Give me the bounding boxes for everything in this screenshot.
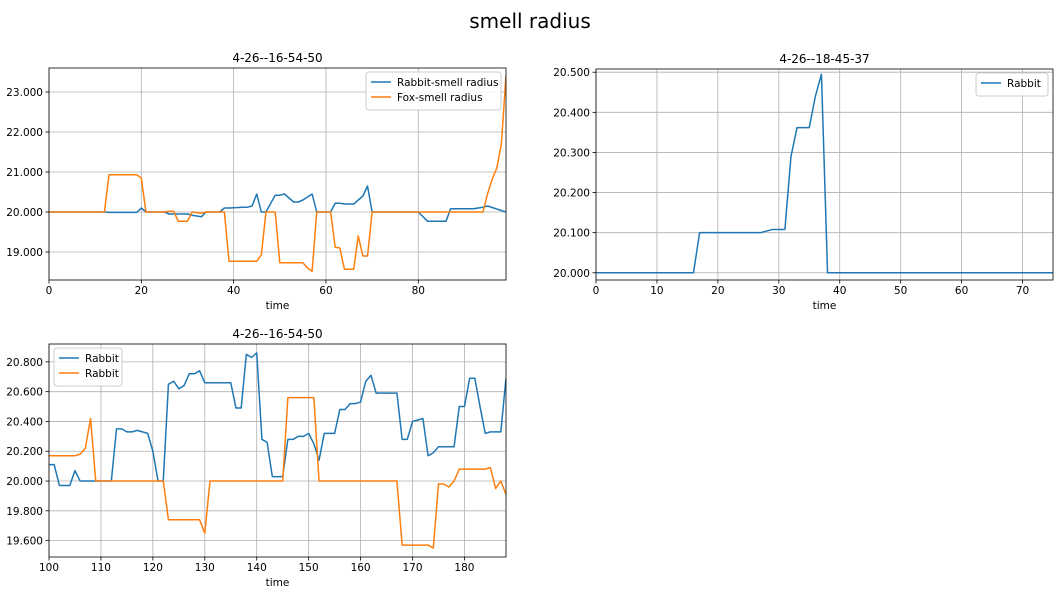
subplot-title: 4-26--16-54-50 — [232, 51, 322, 65]
x-tick-label: 70 — [1016, 285, 1029, 297]
series-line-2 — [49, 75, 506, 272]
x-tick-label: 150 — [299, 562, 319, 574]
legend-label: Rabbit — [1007, 78, 1041, 90]
legend-label: Fox-smell radius — [397, 92, 483, 104]
y-tick-label: 23.000 — [6, 87, 43, 99]
subplot-2: 0 10 20 30 40 50 60 70 20.000 20.100 20.200 20.300 2… — [553, 52, 1054, 312]
x-tick-label: 170 — [402, 562, 422, 574]
y-tick-label: 20.000 — [6, 207, 43, 219]
y-tick-label: 20.300 — [553, 147, 590, 159]
y-tick-label: 21.000 — [6, 167, 43, 179]
y-tick-label: 20.200 — [6, 446, 43, 458]
x-tick-label: 20 — [711, 285, 724, 297]
subplot-3: 100 110 120 130 140 150 160 170 180 19.600 19.800 2… — [6, 327, 507, 589]
subplot-title: 4-26--18-45-37 — [779, 52, 869, 66]
x-tick-label: 160 — [351, 562, 371, 574]
axes-frame — [48, 343, 507, 558]
series-line-1 — [49, 352, 506, 487]
x-tick-label: 40 — [833, 285, 846, 297]
legend-box — [365, 71, 502, 111]
x-tick-label: 140 — [247, 562, 267, 574]
legend: Rabbit Rabbit — [53, 347, 123, 387]
y-tick-label: 20.500 — [553, 67, 590, 79]
x-tick-label: 40 — [227, 285, 240, 297]
subplot-1: 0 20 40 60 80 19.000 20.000 21.000 22.000 23.000 4… — [6, 51, 507, 312]
x-tick-label: 30 — [772, 285, 785, 297]
y-tick-label: 19.000 — [6, 247, 43, 259]
x-tick-label: 60 — [955, 285, 968, 297]
x-tick-label: 110 — [91, 562, 111, 574]
x-tick-label: 120 — [143, 562, 163, 574]
x-tick-label: 80 — [412, 285, 425, 297]
y-tick-label: 19.800 — [6, 506, 43, 518]
y-tick-label: 20.800 — [6, 357, 43, 369]
legend: Rabbit-smell radius Fox-smell radius — [365, 71, 502, 111]
x-tick-label: 60 — [319, 285, 332, 297]
figure-title: smell radius — [469, 9, 591, 33]
x-tick-label: 0 — [46, 285, 53, 297]
legend-label: Rabbit-smell radius — [397, 77, 498, 89]
x-axis-label: time — [266, 577, 290, 589]
x-tick-label: 100 — [39, 562, 59, 574]
x-tick-label: 0 — [593, 285, 600, 297]
x-tick-label: 50 — [894, 285, 907, 297]
y-tick-label: 20.400 — [553, 107, 590, 119]
y-tick-label: 20.600 — [6, 387, 43, 399]
y-tick-label: 20.200 — [553, 188, 590, 200]
y-tick-label: 20.000 — [6, 476, 43, 488]
x-axis-label: time — [266, 300, 290, 312]
y-tick-label: 20.100 — [553, 228, 590, 240]
legend-label: Rabbit — [85, 368, 119, 380]
y-tick-label: 19.600 — [6, 536, 43, 548]
series-line-2 — [49, 396, 506, 549]
x-tick-label: 10 — [650, 285, 663, 297]
y-tick-label: 20.000 — [553, 268, 590, 280]
legend: Rabbit — [975, 72, 1049, 97]
y-tick-label: 20.400 — [6, 416, 43, 428]
y-tick-label: 22.000 — [6, 127, 43, 139]
legend-label: Rabbit — [85, 353, 119, 365]
x-tick-label: 130 — [195, 562, 215, 574]
x-axis-label: time — [813, 300, 837, 312]
subplot-title: 4-26--16-54-50 — [232, 327, 322, 341]
axes-frame — [48, 67, 507, 281]
legend-box — [975, 72, 1049, 97]
x-tick-label: 20 — [135, 285, 148, 297]
series-line-1 — [49, 185, 506, 222]
series-line-1 — [596, 73, 1053, 274]
axes-frame — [595, 68, 1054, 281]
x-tick-label: 180 — [454, 562, 474, 574]
